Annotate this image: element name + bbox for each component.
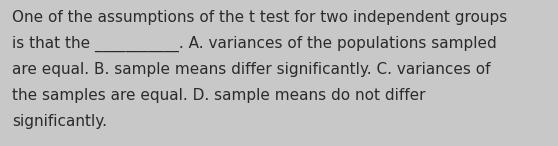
Text: significantly.: significantly.	[12, 114, 107, 129]
Text: One of the assumptions of the t test for two independent groups: One of the assumptions of the t test for…	[12, 10, 508, 25]
Text: are equal. B. sample means differ significantly. C. variances of: are equal. B. sample means differ signif…	[12, 62, 491, 77]
Text: the samples are equal. D. sample means do not differ: the samples are equal. D. sample means d…	[12, 88, 426, 103]
Text: is that the ___________. A. variances of the populations sampled: is that the ___________. A. variances of…	[12, 36, 497, 52]
